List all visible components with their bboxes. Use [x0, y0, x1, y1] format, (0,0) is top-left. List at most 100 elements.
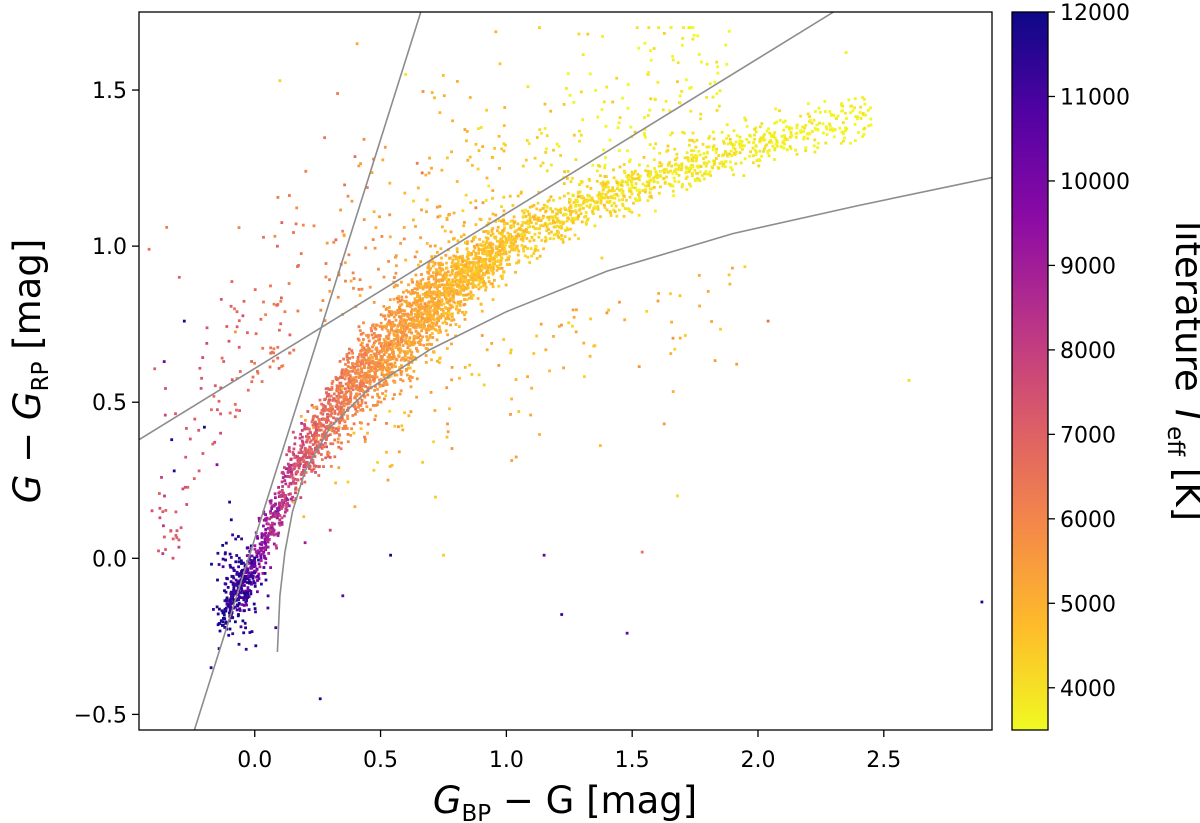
scatter-point [713, 161, 716, 165]
scatter-point [618, 208, 621, 212]
scatter-point [401, 379, 405, 383]
scatter-point [502, 195, 506, 199]
scatter-point [571, 193, 575, 197]
scatter-point [441, 309, 445, 313]
scatter-point [391, 344, 395, 348]
scatter-point [429, 291, 433, 295]
scatter-point [308, 449, 312, 452]
scatter-point [699, 165, 703, 168]
scatter-point [259, 554, 263, 557]
scatter-point [487, 221, 490, 225]
scatter-point [510, 235, 514, 239]
scatter-point [388, 298, 392, 302]
scatter-point [323, 432, 327, 435]
scatter-point [460, 267, 464, 271]
scatter-point [225, 325, 229, 328]
scatter-point [438, 278, 442, 282]
scatter-point [481, 145, 485, 148]
scatter-point [263, 572, 267, 575]
scatter-point [601, 35, 604, 38]
scatter-point [380, 373, 384, 376]
scatter-point [260, 532, 264, 536]
scatter-point [485, 241, 488, 245]
scatter-point [358, 364, 362, 368]
scatter-point [672, 170, 676, 173]
scatter-point [643, 116, 646, 119]
scatter-point [657, 26, 660, 29]
scatter-point [217, 399, 221, 403]
scatter-point [785, 125, 788, 129]
scatter-point [419, 324, 423, 328]
scatter-point [360, 399, 364, 402]
scatter-point [238, 595, 241, 599]
scatter-point [473, 246, 477, 250]
scatter-point [538, 433, 541, 436]
scatter-point [355, 393, 358, 397]
scatter-point [456, 80, 459, 83]
scatter-point [371, 365, 375, 369]
scatter-point [220, 609, 224, 613]
scatter-point [568, 93, 572, 97]
scatter-point [264, 561, 268, 565]
scatter-point [429, 327, 433, 331]
scatter-point [276, 196, 280, 199]
scatter-point [375, 346, 378, 350]
scatter-point [554, 232, 558, 236]
scatter-point [253, 562, 257, 566]
scatter-point [630, 192, 634, 196]
scatter-point [654, 209, 657, 213]
scatter-point [509, 241, 513, 244]
scatter-point [379, 321, 383, 325]
scatter-point [244, 571, 248, 574]
scatter-point [528, 239, 532, 243]
scatter-point [252, 602, 256, 606]
scatter-point [244, 574, 247, 578]
scatter-point [591, 209, 594, 213]
scatter-point [382, 375, 386, 379]
scatter-point [269, 501, 273, 505]
scatter-point [261, 572, 265, 575]
scatter-point [491, 269, 494, 273]
scatter-point [648, 191, 652, 194]
scatter-point [416, 350, 420, 353]
scatter-point [401, 428, 405, 432]
scatter-point [237, 598, 240, 601]
scatter-point [693, 154, 697, 157]
scatter-point [557, 209, 561, 212]
scatter-point [486, 266, 490, 270]
scatter-point [559, 211, 563, 214]
scatter-point [769, 133, 773, 137]
scatter-point [567, 209, 570, 212]
scatter-point [501, 252, 505, 256]
outlier-point [147, 247, 151, 251]
scatter-point [490, 263, 494, 267]
scatter-point [368, 376, 372, 379]
scatter-point [293, 442, 297, 446]
scatter-point [314, 423, 318, 427]
scatter-point [420, 329, 423, 333]
scatter-point [508, 238, 512, 242]
scatter-point [685, 170, 688, 174]
scatter-point [237, 319, 241, 323]
scatter-point [337, 437, 340, 441]
scatter-point [256, 371, 260, 375]
scatter-point [260, 380, 264, 383]
scatter-point [647, 184, 651, 188]
scatter-point [633, 130, 637, 134]
scatter-point [326, 394, 329, 398]
scatter-point [396, 308, 399, 312]
scatter-point [430, 166, 433, 170]
colorbar-tick-label: 9000 [1060, 254, 1116, 279]
scatter-point [488, 217, 492, 221]
scatter-point [613, 210, 617, 213]
scatter-point [861, 96, 864, 99]
scatter-point [623, 207, 627, 210]
scatter-point [598, 193, 602, 196]
scatter-point [399, 389, 403, 393]
scatter-point [778, 109, 781, 113]
scatter-point [346, 194, 350, 198]
scatter-point [617, 121, 621, 125]
scatter-point [229, 601, 233, 605]
scatter-point [698, 304, 701, 308]
scatter-point [237, 556, 241, 560]
